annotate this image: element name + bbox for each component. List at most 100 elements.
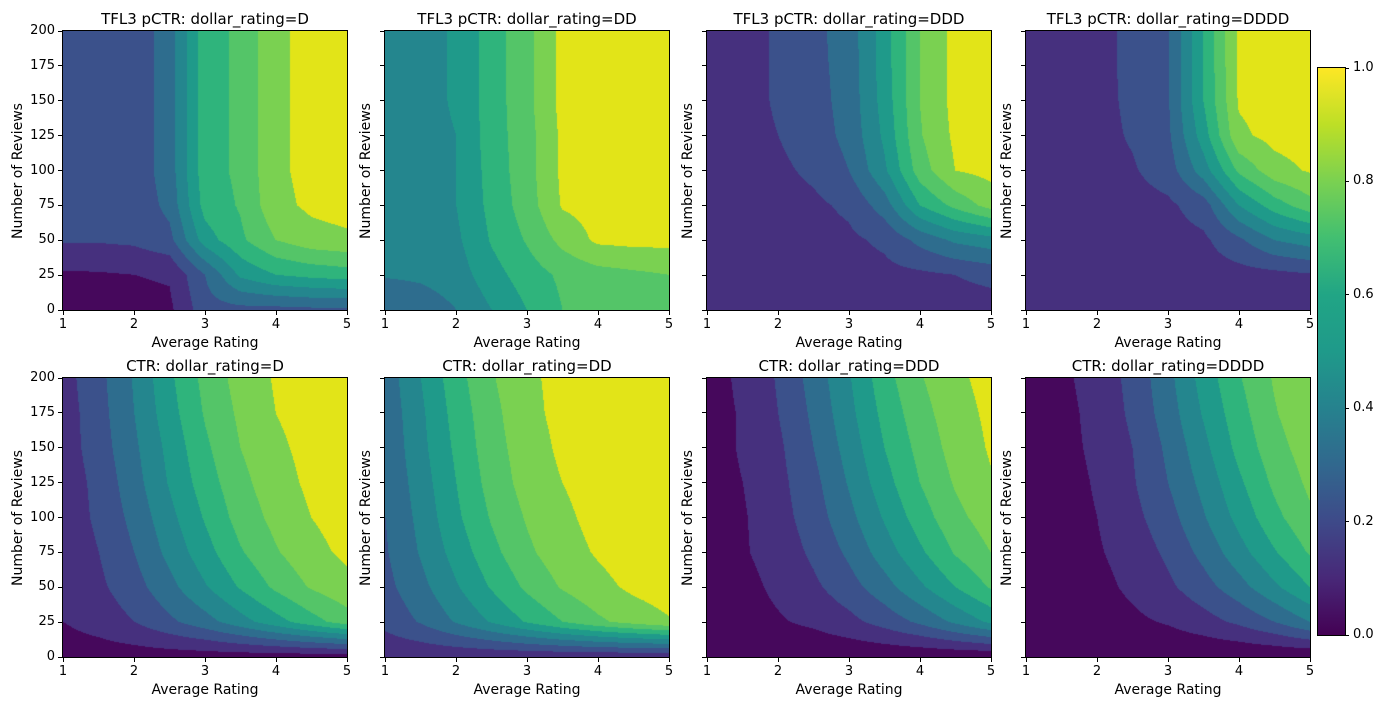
y-tick-mark xyxy=(58,239,62,241)
y-tick-mark xyxy=(702,309,706,311)
y-tick-mark xyxy=(1021,517,1025,518)
colorbar-tick-mark xyxy=(1345,67,1349,69)
x-tick-mark xyxy=(1167,658,1169,662)
x-tick-mark xyxy=(919,658,921,662)
x-tick-mark xyxy=(133,311,135,315)
y-tick-mark xyxy=(380,586,384,588)
x-tick-label: 4 xyxy=(915,317,925,332)
x-axis-label: Average Rating xyxy=(473,335,581,351)
x-tick-mark xyxy=(346,658,348,662)
y-tick-mark xyxy=(58,100,62,102)
x-tick-mark xyxy=(455,311,457,315)
y-tick-mark xyxy=(1021,656,1025,658)
colorbar-gradient xyxy=(1318,68,1345,635)
y-tick-label: 75 xyxy=(38,197,55,213)
y-tick-mark xyxy=(702,621,706,623)
y-tick-mark xyxy=(380,30,384,32)
y-tick-label: 100 xyxy=(30,162,55,178)
y-tick-mark xyxy=(702,30,706,32)
y-tick-mark xyxy=(380,65,384,67)
x-tick-label: 2 xyxy=(451,317,461,332)
x-tick-mark xyxy=(275,658,277,662)
y-tick-mark xyxy=(1021,447,1025,449)
y-tick-mark xyxy=(702,482,706,484)
y-tick-label: 100 xyxy=(30,509,55,525)
y-axis-label: Number of Reviews xyxy=(999,102,1015,239)
x-tick-label: 1 xyxy=(380,317,390,332)
x-tick-mark xyxy=(919,311,921,315)
x-tick-label: 2 xyxy=(1092,664,1102,679)
x-tick-label: 5 xyxy=(664,317,674,332)
y-tick-label: 200 xyxy=(30,370,55,385)
x-tick-label: 2 xyxy=(773,317,783,332)
x-axis-label: Average Rating xyxy=(473,682,581,698)
y-axis-label: Number of Reviews xyxy=(358,449,374,586)
x-tick-label: 1 xyxy=(1021,317,1031,332)
subplot-title: TFL3 pCTR: dollar_rating=D xyxy=(101,10,309,28)
x-tick-label: 4 xyxy=(593,317,603,332)
y-tick-mark xyxy=(58,274,62,276)
y-tick-mark xyxy=(1021,551,1025,553)
x-tick-mark xyxy=(526,658,528,662)
colorbar-tick-mark xyxy=(1345,294,1349,296)
x-tick-label: 5 xyxy=(986,317,996,332)
x-axis-label: Average Rating xyxy=(795,682,903,698)
y-tick-mark xyxy=(380,621,384,623)
y-tick-mark xyxy=(1021,170,1025,171)
x-tick-label: 4 xyxy=(593,664,603,679)
y-tick-mark xyxy=(380,204,384,206)
x-tick-label: 4 xyxy=(1234,664,1244,679)
x-tick-label: 5 xyxy=(342,317,352,332)
colorbar-tick-label: 0.0 xyxy=(1353,627,1374,642)
x-tick-mark xyxy=(62,658,64,662)
x-tick-mark xyxy=(706,658,708,662)
y-tick-mark xyxy=(702,377,706,379)
colorbar-tick-label: 0.6 xyxy=(1353,286,1374,302)
y-tick-mark xyxy=(1021,482,1025,484)
y-tick-mark xyxy=(702,100,706,102)
y-tick-mark xyxy=(58,447,62,449)
y-tick-mark xyxy=(702,239,706,241)
y-tick-label: 50 xyxy=(38,579,55,595)
y-tick-mark xyxy=(1021,377,1025,379)
y-tick-mark xyxy=(380,412,384,414)
y-tick-label: 150 xyxy=(30,439,55,455)
subplot-title: CTR: dollar_rating=DDD xyxy=(758,357,940,375)
x-tick-mark xyxy=(597,311,599,315)
y-tick-mark xyxy=(1021,135,1025,137)
plot-canvas xyxy=(63,31,347,310)
y-tick-mark xyxy=(58,586,62,588)
x-tick-mark xyxy=(1238,658,1240,662)
y-tick-mark xyxy=(58,551,62,553)
y-axis-label: Number of Reviews xyxy=(680,449,696,586)
x-tick-mark xyxy=(1238,311,1240,315)
x-axis-label: Average Rating xyxy=(151,335,259,351)
colorbar-tick-mark xyxy=(1345,180,1349,182)
x-tick-mark xyxy=(848,311,850,315)
x-tick-mark xyxy=(597,658,599,662)
y-tick-mark xyxy=(58,377,62,379)
x-tick-label: 4 xyxy=(1234,317,1244,332)
colorbar-tick-label: 0.2 xyxy=(1353,513,1374,529)
y-tick-mark xyxy=(702,412,706,414)
x-tick-label: 2 xyxy=(1092,317,1102,332)
y-tick-mark xyxy=(58,65,62,67)
x-tick-mark xyxy=(668,311,670,315)
plot-canvas xyxy=(707,31,991,310)
x-tick-label: 5 xyxy=(342,664,352,679)
y-axis-label: Number of Reviews xyxy=(10,449,26,586)
x-tick-mark xyxy=(990,311,992,315)
y-tick-mark xyxy=(58,412,62,414)
x-tick-mark xyxy=(455,658,457,662)
y-tick-mark xyxy=(58,170,62,171)
y-axis-label: Number of Reviews xyxy=(358,102,374,239)
x-tick-label: 5 xyxy=(664,664,674,679)
y-tick-mark xyxy=(702,65,706,67)
y-tick-mark xyxy=(380,377,384,379)
plot-canvas xyxy=(707,378,991,657)
plot-canvas xyxy=(1026,31,1310,310)
subplot-title: CTR: dollar_rating=DDDD xyxy=(1071,357,1265,375)
y-tick-mark xyxy=(1021,100,1025,102)
x-tick-mark xyxy=(384,658,386,662)
